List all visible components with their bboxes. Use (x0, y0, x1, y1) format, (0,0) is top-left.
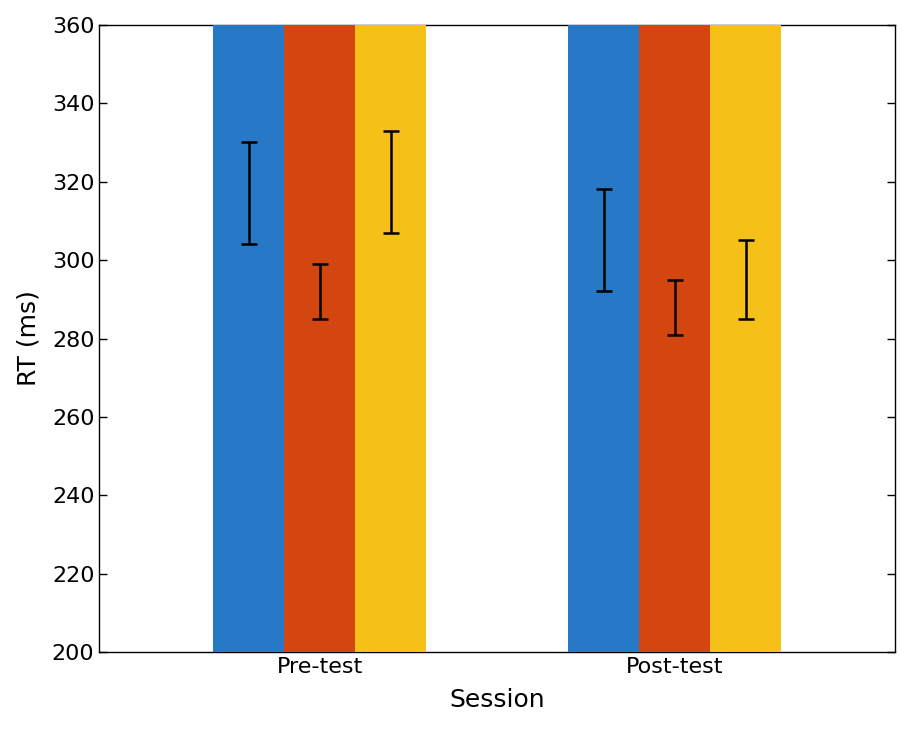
Y-axis label: RT (ms): RT (ms) (16, 291, 41, 386)
Bar (355, 0, 425, 652)
X-axis label: Session: Session (449, 688, 545, 712)
Bar (710, 0, 781, 652)
Bar (284, 0, 355, 652)
Bar (568, 0, 639, 652)
Bar (639, 0, 710, 652)
Bar (213, 0, 284, 652)
